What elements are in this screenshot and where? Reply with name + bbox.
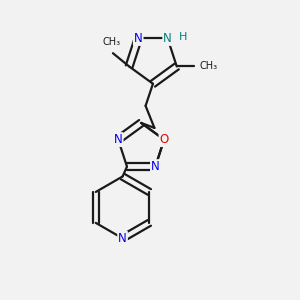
Text: N: N [134, 32, 142, 45]
Text: CH₃: CH₃ [200, 61, 218, 71]
Text: N: N [151, 160, 160, 173]
Text: N: N [163, 32, 172, 45]
Text: H: H [179, 32, 187, 42]
Text: O: O [160, 133, 169, 146]
Text: N: N [114, 133, 123, 146]
Text: N: N [118, 232, 127, 245]
Text: CH₃: CH₃ [102, 37, 121, 47]
